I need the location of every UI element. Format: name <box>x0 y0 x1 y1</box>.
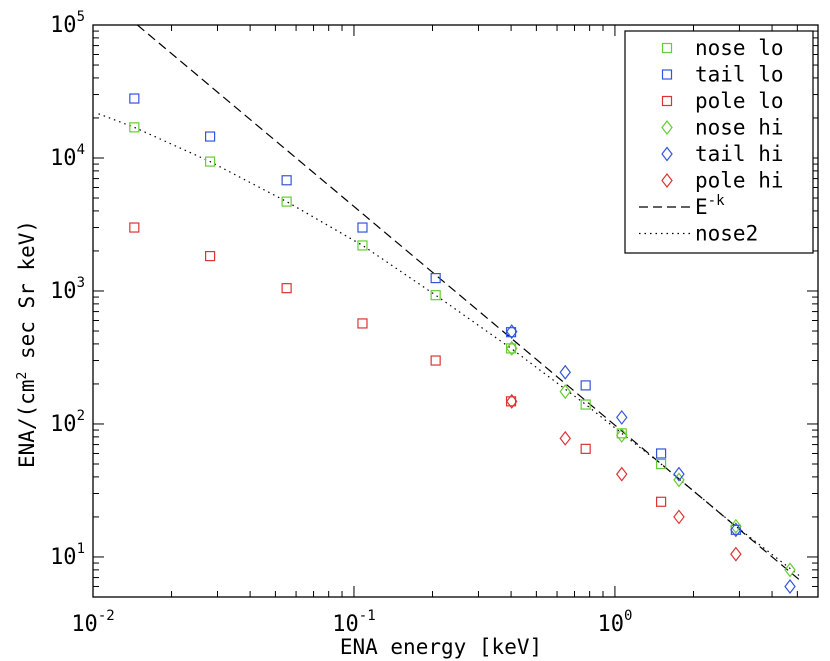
x-tick-label: 10-1 <box>332 608 375 637</box>
data-point-nose-lo <box>129 122 140 133</box>
y-tick-label: 103 <box>50 275 85 304</box>
legend-label: pole hi <box>695 169 784 193</box>
data-point-nose-lo <box>281 196 292 207</box>
legend-marker <box>661 69 673 80</box>
data-point-pole-hi <box>730 546 742 562</box>
data-point-nose-hi <box>784 562 796 578</box>
data-point-nose-lo <box>204 156 216 167</box>
legend-marker <box>661 95 673 107</box>
series-tail-hi <box>505 324 796 594</box>
data-point-tail-hi <box>784 578 796 594</box>
legend-box <box>624 30 814 254</box>
y-tick-label: 102 <box>50 408 85 437</box>
tick-labels: 10-2 10-1 100 101 102 103 104 105 <box>50 9 632 637</box>
legend-label: tail lo <box>695 63 784 87</box>
data-point-pole-lo <box>580 443 591 454</box>
legend-marker <box>661 146 673 162</box>
legend-label: nose2 <box>695 222 758 246</box>
data-point-tail-hi <box>673 466 685 482</box>
data-point-pole-lo <box>656 496 667 507</box>
data-point-tail-lo <box>204 131 216 142</box>
legend-marker <box>661 120 673 135</box>
plot-border <box>92 24 819 598</box>
data-point-nose-hi <box>616 427 628 443</box>
data-point-pole-lo <box>281 283 292 294</box>
legend-label: tail hi <box>695 142 784 166</box>
data-point-nose-lo <box>430 290 441 301</box>
data-point-tail-hi <box>505 324 518 340</box>
x-axis-label: ENA energy [keV] <box>340 635 542 659</box>
x-tick-label: 10-2 <box>71 608 114 637</box>
data-point-nose-lo <box>357 240 368 251</box>
y-axis-label-suffix: sec Sr keV) <box>15 220 39 372</box>
data-point-nose-lo <box>656 458 667 470</box>
data-point-tail-hi <box>730 522 742 538</box>
data-point-nose-hi <box>730 518 742 534</box>
data-point-tail-lo <box>129 93 140 104</box>
data-point-pole-lo <box>357 318 368 329</box>
data-point-tail-lo <box>430 272 441 284</box>
legend-label: nose lo <box>695 36 784 60</box>
data-point-pole-hi <box>505 393 518 409</box>
series-pole-hi <box>505 393 742 562</box>
data-point-pole-hi <box>559 430 572 446</box>
data-point-nose-hi <box>559 384 572 400</box>
data-point-tail-lo <box>357 222 368 233</box>
series-nose-lo <box>129 122 667 470</box>
y-axis-label: ENA/(cm2 sec Sr keV) <box>15 220 39 468</box>
x-tick-label: 100 <box>597 608 632 637</box>
y-axis-label-prefix: ENA/(cm <box>15 380 39 469</box>
data-point-tail-lo <box>580 380 591 391</box>
series-pole-lo <box>129 222 667 507</box>
data-points <box>129 93 796 594</box>
series-nose-hi <box>505 340 796 578</box>
data-point-pole-hi <box>616 466 628 482</box>
y-tick-label: 104 <box>50 142 85 171</box>
model-lines <box>98 25 803 583</box>
legend-label: pole lo <box>695 89 784 113</box>
legend-marker <box>661 42 673 54</box>
data-point-tail-hi <box>559 364 572 380</box>
data-point-tail-lo <box>281 175 292 186</box>
data-point-nose-lo <box>580 399 591 410</box>
data-point-pole-lo <box>430 355 441 366</box>
data-point-nose-hi <box>673 472 685 488</box>
plot-frame <box>92 24 819 598</box>
data-point-tail-hi <box>616 409 628 425</box>
y-tick-label: 105 <box>50 9 85 38</box>
legend-label: E-k <box>695 193 725 219</box>
data-point-tail-lo <box>656 448 667 459</box>
legend-label: nose hi <box>695 116 784 140</box>
y-axis-label-sup: 2 <box>15 372 30 380</box>
line-nose2 <box>98 113 803 579</box>
data-point-pole-lo <box>129 222 140 233</box>
data-point-nose-hi <box>505 340 518 356</box>
y-tick-label: 101 <box>50 541 85 570</box>
legend-marker <box>661 173 673 188</box>
data-point-pole-lo <box>204 250 216 262</box>
data-point-pole-hi <box>673 509 685 525</box>
